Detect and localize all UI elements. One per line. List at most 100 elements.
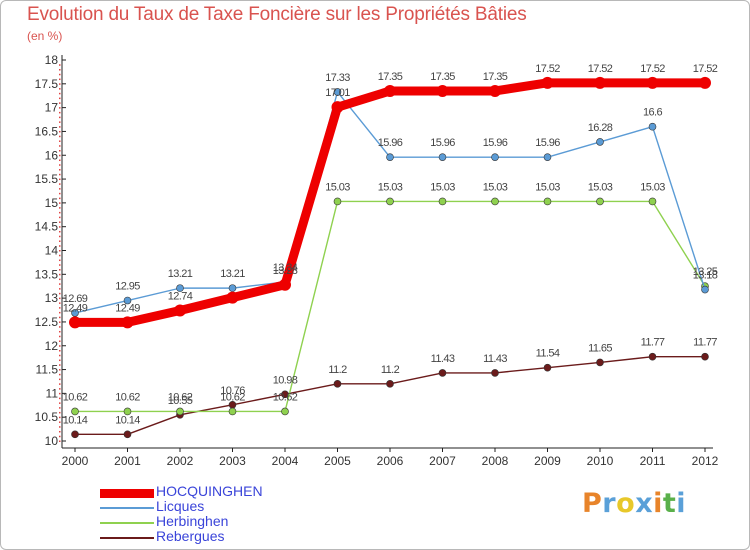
- y-tick-label: 17: [45, 101, 59, 115]
- data-label: 10.62: [115, 391, 140, 403]
- minor-tick: [59, 292, 61, 295]
- data-label: 11.43: [483, 353, 507, 365]
- data-point: [648, 122, 657, 131]
- minor-tick: [59, 388, 61, 390]
- x-tick-label: 2009: [534, 454, 561, 468]
- minor-tick: [59, 154, 61, 157]
- data-label: 10.62: [168, 391, 193, 403]
- legend-swatch: [100, 507, 154, 509]
- data-point: [543, 363, 552, 372]
- minor-tick: [59, 307, 61, 309]
- logo-letter: x: [635, 488, 654, 519]
- minor-tick: [59, 402, 61, 404]
- x-tick-label: 2000: [62, 454, 89, 468]
- data-label: 17.52: [588, 63, 613, 75]
- minor-tick: [59, 397, 61, 400]
- minor-tick: [59, 354, 61, 357]
- data-point: [71, 407, 79, 416]
- data-label: 11.2: [328, 364, 347, 376]
- data-label: 11.77: [641, 337, 665, 349]
- data-point: [69, 316, 81, 329]
- minor-tick: [59, 302, 61, 304]
- data-label: 15.03: [588, 181, 613, 193]
- minor-tick: [59, 326, 61, 328]
- minor-tick: [59, 149, 61, 152]
- minor-tick: [59, 350, 61, 352]
- data-point: [279, 278, 291, 291]
- minor-tick: [59, 411, 61, 414]
- minor-tick: [59, 269, 61, 271]
- minor-tick: [59, 173, 61, 176]
- legend-swatch: [100, 537, 154, 539]
- minor-tick: [59, 140, 61, 142]
- y-tick-label: 18: [45, 53, 59, 67]
- data-label: 17.35: [483, 71, 508, 83]
- data-point: [596, 358, 604, 367]
- y-tick-label: 12: [45, 339, 59, 353]
- minor-tick: [59, 197, 61, 200]
- minor-tick: [59, 330, 61, 333]
- minor-tick: [59, 102, 61, 104]
- data-label: 15.96: [378, 137, 403, 149]
- legend-label: Licques: [156, 498, 205, 514]
- data-label: 13.25: [693, 266, 718, 278]
- x-tick-label: 2011: [640, 454, 666, 468]
- minor-tick: [59, 435, 61, 438]
- minor-tick: [59, 383, 61, 385]
- x-tick-label: 2010: [587, 454, 614, 468]
- minor-tick: [59, 188, 61, 190]
- data-label: 13.21: [168, 268, 193, 280]
- y-tick-label: 15.5: [35, 172, 59, 186]
- data-label: 10.62: [220, 391, 245, 403]
- data-label: 15.03: [378, 181, 403, 193]
- minor-tick: [59, 207, 61, 209]
- y-tick-label: 11: [46, 386, 59, 400]
- minor-tick: [59, 169, 61, 171]
- legend-swatch: [100, 522, 154, 524]
- data-label: 12.49: [115, 302, 140, 314]
- data-point: [333, 88, 342, 96]
- minor-tick: [59, 416, 61, 419]
- data-point: [489, 84, 501, 97]
- y-tick-label: 15: [45, 196, 59, 210]
- minor-tick: [59, 297, 61, 300]
- data-point: [386, 197, 394, 206]
- data-point: [228, 284, 237, 292]
- data-label: 11.77: [693, 337, 717, 349]
- minor-tick: [59, 159, 61, 162]
- data-point: [176, 284, 184, 292]
- data-label: 13.28: [273, 265, 298, 277]
- data-label: 12.69: [63, 293, 88, 305]
- data-point: [384, 84, 396, 97]
- data-point: [596, 138, 604, 146]
- data-label: 15.03: [430, 181, 455, 193]
- minor-tick: [59, 440, 61, 442]
- data-point: [281, 390, 289, 399]
- logo-letter: t: [662, 488, 677, 519]
- data-label: 13.21: [220, 268, 245, 280]
- minor-tick: [59, 426, 61, 428]
- minor-tick: [59, 430, 61, 433]
- data-label: 11.54: [536, 348, 560, 360]
- logo-letter: r: [602, 488, 617, 519]
- minor-tick: [59, 164, 61, 166]
- data-point: [386, 380, 394, 388]
- y-tick-label: 12.5: [35, 315, 59, 329]
- y-tick-label: 10: [45, 434, 59, 448]
- minor-tick: [59, 250, 61, 252]
- data-point: [174, 304, 186, 317]
- minor-tick: [59, 273, 61, 276]
- data-point: [491, 153, 499, 161]
- minor-tick: [59, 78, 61, 81]
- data-point: [333, 380, 342, 388]
- data-label: 13.18: [693, 270, 718, 282]
- legend-label: Herbinghen: [156, 513, 229, 529]
- minor-tick: [59, 240, 61, 242]
- minor-tick: [59, 111, 61, 114]
- minor-tick: [59, 69, 61, 71]
- data-label: 10.14: [115, 414, 140, 426]
- data-label: 15.96: [483, 137, 508, 149]
- minor-tick: [59, 183, 61, 185]
- x-tick-label: 2007: [429, 454, 456, 468]
- data-point: [491, 369, 499, 377]
